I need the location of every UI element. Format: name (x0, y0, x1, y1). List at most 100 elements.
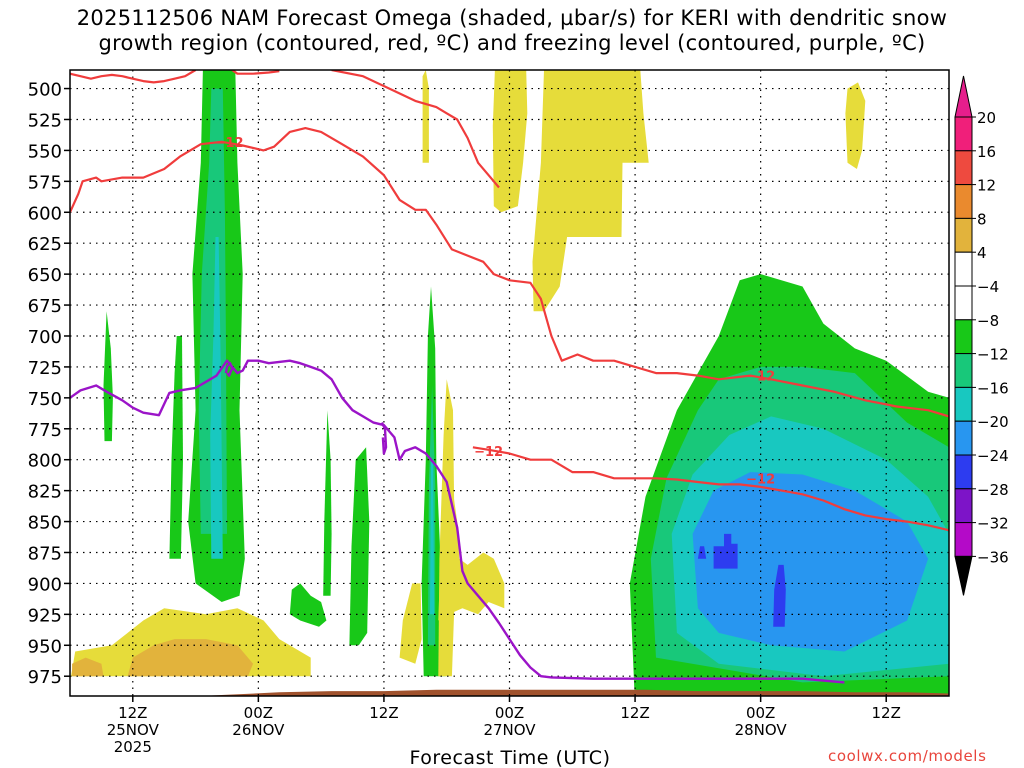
y-tick-label: 875 (28, 543, 62, 564)
omega-region-4-27 (532, 70, 649, 312)
colorbar-label: −32 (977, 515, 1009, 533)
colorbar-segment (954, 184, 973, 219)
x-tick-label: 12Z (369, 704, 398, 722)
x-tick-label: 00Z (244, 704, 273, 722)
colorbar-label: 4 (977, 244, 987, 262)
colorbar-segment (954, 150, 973, 186)
omega-region-4-26 (492, 70, 528, 213)
x-tick-label: 00Z (746, 704, 775, 722)
y-tick-label: 925 (28, 605, 62, 626)
omega-region-neg8-14 (323, 410, 332, 596)
y-tick-label: 725 (28, 358, 62, 379)
colorbar-top-arrow (954, 75, 973, 118)
omega-shading (70, 70, 949, 696)
colorbar-segment (954, 386, 973, 422)
omega-region-neg8-11 (103, 311, 113, 442)
omega-region-neg8-10 (169, 336, 183, 559)
y-tick-label: 500 (28, 80, 62, 101)
omega-region-neg8-15 (349, 447, 370, 646)
temperature-contours (70, 70, 949, 684)
y-tick-label: 675 (28, 296, 62, 317)
contour-labels: −12 −12 −12 −12 (215, 136, 776, 488)
omega-region-neg16-18 (430, 459, 435, 615)
omega-region-neg24-6 (697, 546, 707, 559)
colorbar: 20 16 12 8 4 −4 −8 −12 −16 −20 −24 −28 −32 −36 (954, 75, 1009, 596)
colorbar-label: −4 (977, 278, 999, 296)
colorbar-segment (954, 353, 973, 388)
y-axis: 500 525 550 575 600 625 650 675 700 725 750 775 800 8… (28, 80, 70, 688)
omega-region-neg24-4 (713, 533, 738, 569)
colorbar-label: 20 (977, 109, 996, 127)
x-tick-label: 27NOV (483, 721, 536, 739)
colorbar-label: −8 (977, 312, 999, 330)
contour-label: −12 (215, 136, 244, 151)
omega-region-8-21 (72, 657, 104, 677)
x-tick-label: 12Z (118, 704, 147, 722)
terrain-polygon (70, 689, 949, 696)
omega-region-neg24-5 (773, 564, 786, 627)
terrain-fill (70, 689, 949, 696)
contour-line-freezing (380, 422, 388, 455)
y-tick-label: 950 (28, 636, 62, 657)
colorbar-label: −16 (977, 379, 1009, 397)
colorbar-segment (954, 285, 973, 321)
y-tick-label: 700 (28, 327, 62, 348)
colorbar-bottom-arrow (954, 555, 973, 596)
y-tick-label: 550 (28, 141, 62, 162)
contour-line-freezing (70, 359, 845, 684)
y-tick-label: 525 (28, 110, 62, 131)
omega-region-neg8-13 (289, 583, 327, 627)
omega-region-4-22 (399, 583, 422, 664)
y-tick-label: 975 (28, 667, 62, 688)
omega-region-4-28 (845, 82, 866, 169)
colorbar-label: 12 (977, 177, 996, 195)
x-tick-label: 28NOV (735, 721, 788, 739)
omega-region-4-24 (438, 379, 456, 677)
colorbar-segment (954, 217, 973, 253)
contour-line-dgz (472, 446, 949, 532)
omega-region-4-25 (422, 70, 429, 163)
omega-region-8-20 (127, 639, 254, 677)
colorbar-label: 8 (977, 210, 987, 228)
x-tick-label: 25NOV (107, 721, 160, 739)
colorbar-label: −36 (977, 548, 1009, 566)
contour-line-dgz (231, 70, 280, 75)
y-tick-label: 775 (28, 420, 62, 441)
y-tick-label: 800 (28, 451, 62, 472)
contour-label: −12 (746, 370, 775, 385)
y-tick-label: 575 (28, 172, 62, 193)
contour-line-dgz (70, 70, 197, 84)
colorbar-segment (954, 251, 973, 287)
contour-line-freezing (224, 362, 234, 377)
colorbar-segment (954, 522, 973, 557)
x-axis-title: Forecast Time (UTC) (410, 747, 611, 768)
y-tick-label: 825 (28, 482, 62, 503)
colorbar-segment (954, 454, 973, 490)
colorbar-label: −28 (977, 481, 1009, 499)
contour-label: −12 (746, 472, 775, 487)
colorbar-segment (954, 116, 973, 152)
credit-text: coolwx.com/models (828, 747, 987, 765)
y-tick-label: 625 (28, 234, 62, 255)
x-tick-label: 2025 (114, 738, 152, 756)
x-tick-label: 00Z (495, 704, 524, 722)
colorbar-segment (954, 488, 973, 524)
x-tick-label: 12Z (620, 704, 649, 722)
x-tick-label: 26NOV (232, 721, 285, 739)
colorbar-label: −20 (977, 413, 1009, 431)
omega-region-neg16-9 (210, 237, 223, 559)
colorbar-label: 16 (977, 143, 996, 161)
y-tick-label: 750 (28, 389, 62, 410)
y-tick-label: 600 (28, 203, 62, 224)
contour-line-dgz (70, 127, 949, 418)
x-tick-label: 12Z (872, 704, 901, 722)
contour-label: −12 (474, 445, 503, 460)
colorbar-label: −12 (977, 346, 1009, 364)
y-tick-label: 850 (28, 513, 62, 534)
chart-title-line-2: growth region (contoured, red, ºC) and f… (98, 31, 926, 55)
colorbar-label: −24 (977, 447, 1009, 465)
y-tick-label: 900 (28, 574, 62, 595)
colorbar-segment (954, 420, 973, 456)
